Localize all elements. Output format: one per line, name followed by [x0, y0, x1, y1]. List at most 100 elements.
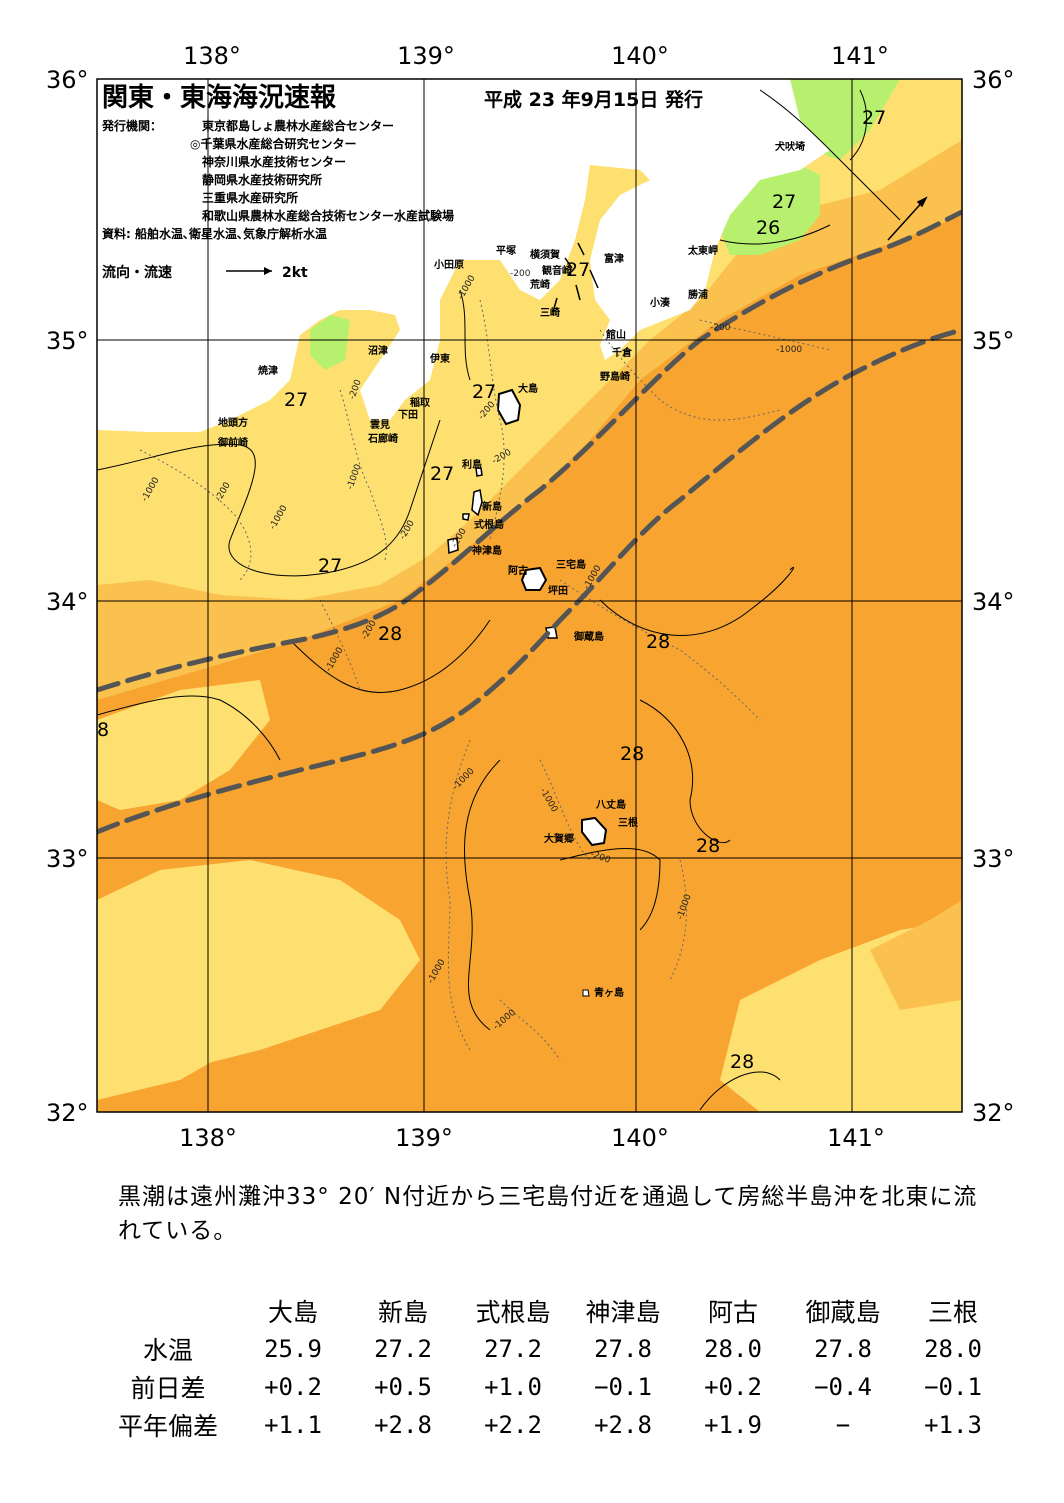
table-cell: 28.0: [924, 1335, 982, 1363]
table-cell: +2.8: [594, 1411, 652, 1439]
flow-scale-label: 2kt: [282, 265, 308, 281]
table-cell: +1.9: [704, 1411, 762, 1439]
agency-item: 静岡県水産技術研究所: [202, 172, 322, 187]
agency-item: 和歌山県農林水産総合技術センター水産試験場: [201, 208, 454, 223]
place-label: 地頭方: [218, 416, 248, 429]
table-cell: 27.8: [594, 1335, 652, 1363]
isotherm-label: 28: [646, 631, 670, 653]
flow-arrows: [552, 196, 928, 313]
place-label: 式根島: [474, 518, 504, 531]
graticule: [97, 79, 962, 1112]
flow-scale-arrow: [226, 267, 272, 275]
place-label: 平塚: [496, 244, 516, 257]
island-kozushima: [447, 537, 459, 555]
row-header: 水温: [142, 1336, 193, 1365]
sst-table: 大島 新島 式根島 神津島 阿古 御蔵島 三根 水温 25.9 27.2 27.…: [98, 1292, 1008, 1444]
row-header: 平年偏差: [117, 1412, 218, 1441]
place-label: 坪田: [548, 584, 568, 597]
lat-label-left: 36°: [46, 66, 89, 94]
lat-label-right: 35°: [972, 327, 1015, 355]
map-title: 関東・東海海況速報: [102, 83, 337, 113]
place-label: 青ヶ島: [594, 986, 624, 999]
lon-label-bottom: 139°: [395, 1124, 453, 1152]
place-label: 荒崎: [529, 278, 550, 291]
table-cell: +0.2: [264, 1373, 322, 1401]
lon-label-top: 139°: [397, 42, 455, 70]
land-honshu: [97, 79, 830, 432]
kuroshio-axis-south: [97, 327, 962, 835]
place-label: 大島: [518, 382, 538, 395]
agency-item: 東京都島しょ農林水産総合センター: [202, 118, 394, 133]
isotherm-label: 28: [620, 743, 644, 765]
table-cell: −: [835, 1411, 851, 1439]
isotherm-lines: [97, 89, 901, 1111]
isotherm-label: 28: [730, 1051, 754, 1073]
table-cell: −0.4: [814, 1373, 872, 1401]
place-label: 稲取: [410, 396, 431, 409]
lon-label-bottom: 140°: [611, 1124, 669, 1152]
lat-label-left: 33°: [46, 845, 89, 873]
lat-label-right: 32°: [972, 1099, 1015, 1127]
place-label: 野島崎: [600, 370, 630, 383]
place-label: 三根: [618, 816, 638, 829]
lon-label-top: 138°: [183, 42, 241, 70]
depth-contours: [139, 299, 831, 1061]
place-label: 千倉: [612, 346, 633, 359]
table-row: 平年偏差 +1.1 +2.8 +2.2 +2.8 +1.9 − +1.3: [98, 1406, 1008, 1444]
sea-26-area-boso: [720, 160, 820, 255]
map-frame: [96, 78, 963, 1113]
lat-label-right: 34°: [972, 588, 1015, 616]
lon-label-bottom: 141°: [827, 1124, 885, 1152]
table-cell: +0.5: [374, 1373, 432, 1401]
isotherm-label: 27: [284, 389, 308, 411]
isotherm-label: 27: [566, 259, 590, 281]
place-label: 三宅島: [556, 558, 586, 571]
sea-27-patch-southwest: [97, 940, 280, 1100]
col-header: 大島: [267, 1298, 318, 1327]
sea-condition-map: 138° 139° 140° 141° 138° 139° 140° 141° …: [46, 42, 1015, 1152]
isotherm-label: 27: [318, 555, 342, 577]
lat-label-left: 32°: [46, 1099, 89, 1127]
lon-label-top: 140°: [611, 42, 669, 70]
depth-label: -200: [510, 269, 531, 279]
island-toshima: [475, 467, 483, 477]
place-label: 三崎: [540, 306, 560, 319]
place-label: 石廊崎: [367, 432, 398, 445]
sea-26-area-suruga: [310, 315, 350, 370]
table-cell: +1.0: [484, 1373, 542, 1401]
table-cell: 27.8: [814, 1335, 872, 1363]
depth-label: -200: [710, 323, 731, 333]
island-hachijojima: [581, 816, 608, 847]
table-row: 水温 25.9 27.2 27.2 27.8 28.0 27.8 28.0: [98, 1330, 1008, 1368]
island-aogashima: [582, 989, 590, 997]
place-label: 観音崎: [542, 264, 572, 277]
col-header: 御蔵島: [805, 1298, 881, 1327]
place-label: 小田原: [433, 258, 464, 271]
table-cell: 25.9: [264, 1335, 322, 1363]
agency-item: ◎千葉県水産総合研究センター: [190, 136, 356, 151]
place-label: 御蔵島: [573, 630, 604, 643]
lon-label-top: 141°: [831, 42, 889, 70]
table-row: 前日差 +0.2 +0.5 +1.0 −0.1 +0.2 −0.4 −0.1: [98, 1368, 1008, 1406]
agency-item: 神奈川県水産技術センター: [202, 154, 346, 169]
table-cell: +1.3: [924, 1411, 982, 1439]
table-cell: −0.1: [924, 1373, 982, 1401]
col-header: 式根島: [475, 1298, 551, 1327]
lat-label-right: 33°: [972, 845, 1015, 873]
place-label: 伊東: [429, 352, 450, 365]
table-cell: 27.2: [374, 1335, 432, 1363]
isotherm-label: 27: [772, 191, 796, 213]
place-label: 新島: [482, 500, 502, 513]
depth-label: -1000: [776, 345, 802, 355]
data-sources: 資料: 船舶水温､衛星水温､気象庁解析水温: [102, 226, 327, 241]
place-label: 八丈島: [595, 798, 626, 811]
table-cell: −0.1: [594, 1373, 652, 1401]
isotherm-label: 26: [756, 217, 780, 239]
place-label: 神津島: [472, 544, 502, 557]
place-label: 下田: [398, 409, 418, 421]
isotherm-label: 8: [97, 719, 109, 741]
table-cell: +2.2: [484, 1411, 542, 1439]
place-label: 勝浦: [688, 288, 708, 301]
table-corner: [98, 1292, 238, 1330]
table-cell: 27.2: [484, 1335, 542, 1363]
